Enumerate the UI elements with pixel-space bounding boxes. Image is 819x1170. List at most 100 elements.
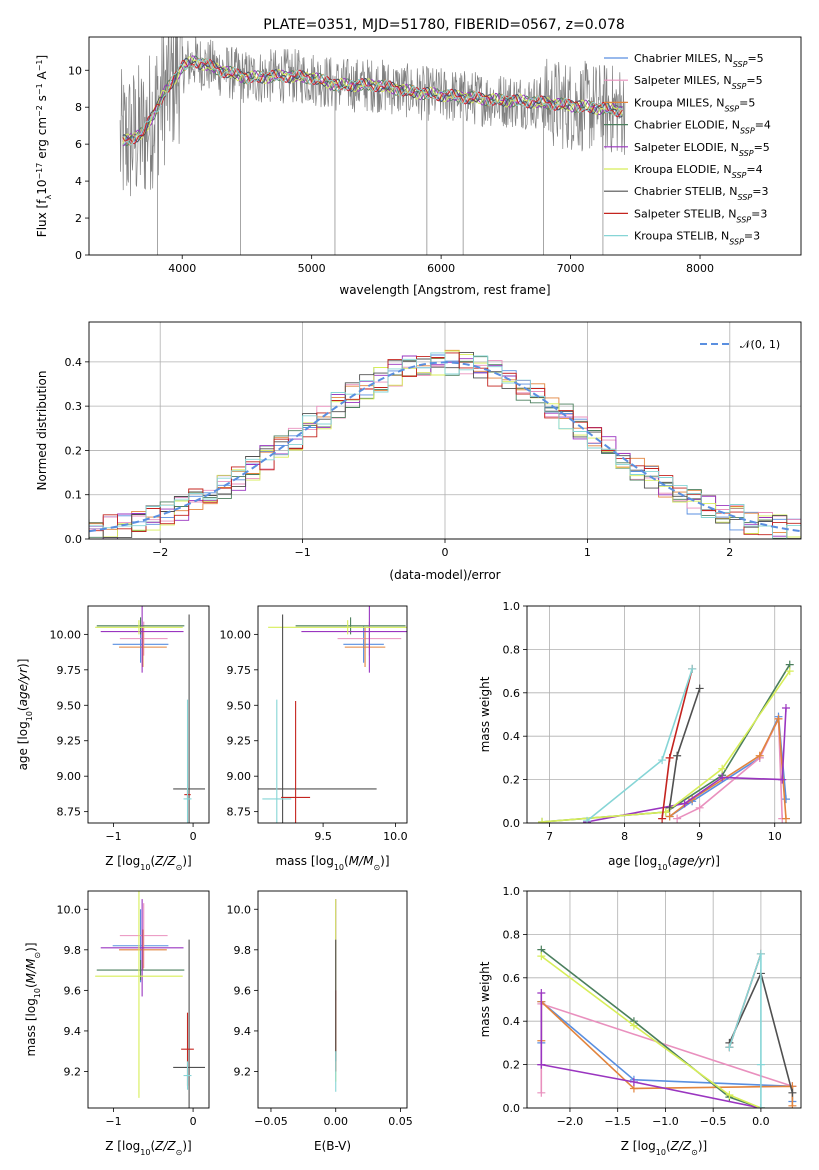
y-tick-label: 6 (75, 138, 82, 151)
weight-point-marker (756, 949, 765, 958)
y-tick-label: 10.00 (220, 628, 252, 641)
y-tick-label: 0.4 (503, 730, 521, 743)
weight-point-marker (680, 799, 689, 808)
weight-point-marker (538, 817, 547, 823)
axes-frame (88, 36, 802, 256)
spectrum-title: PLATE=0351, MJD=51780, FIBERID=0567, z=0… (263, 17, 625, 33)
y-tick-label: 0.2 (503, 1059, 521, 1072)
x-tick-label: −2.0 (557, 1115, 584, 1128)
x-tick-label: 5000 (298, 262, 326, 275)
legend-label: Kroupa STELIB, NSSP=3 (634, 230, 760, 247)
weight-point-marker (537, 988, 546, 997)
x-tick-label: −1.0 (652, 1115, 679, 1128)
weight-point-marker (695, 803, 704, 812)
axes-frame (88, 321, 802, 540)
y-tick-label: 8 (75, 101, 82, 114)
x-tick-label: 8 (621, 830, 628, 843)
y-tick-label: 0.6 (503, 687, 521, 700)
normal-curve-line (89, 361, 801, 533)
y-tick-label: 9.25 (57, 735, 82, 748)
z-weight-panel: −2.0 −1.5 −1.0 −0.5 0.0 0.0 0.2 0.4 0.6 0.8 1.0 Z [… (478, 885, 802, 1157)
axis-label: mass weight (478, 961, 492, 1037)
spectrum-panel: 4000 5000 6000 7000 8000 0 2 4 6 8 10 wavelength [A… (35, 36, 802, 297)
weight-point-marker (718, 773, 727, 782)
x-tick-label: 10 (768, 830, 782, 843)
x-tick-label: 9 (696, 830, 703, 843)
y-tick-label: 9.75 (57, 664, 82, 677)
weight-point-marker (665, 753, 674, 762)
x-tick-label: 0.00 (323, 1115, 348, 1128)
x-tick-label: 9.5 (314, 830, 332, 843)
x-tick-label: −1 (105, 1115, 121, 1128)
weight-series-line (540, 948, 762, 1108)
weight-point-marker (537, 952, 546, 961)
x-tick-label: 6000 (427, 262, 455, 275)
plot-area (95, 891, 206, 1108)
weight-point-marker (629, 1077, 638, 1086)
y-tick-label: 0.1 (65, 489, 83, 502)
axis-label: wavelength [Angstrom, rest frame] (339, 283, 550, 297)
y-tick-label: 0.2 (65, 444, 83, 457)
y-tick-label: 9.50 (57, 699, 82, 712)
y-tick-label: 9.6 (234, 984, 252, 997)
weight-point-marker (755, 751, 764, 760)
legend-label: Kroupa MILES, NSSP=5 (634, 96, 755, 113)
weight-point-marker (665, 812, 674, 821)
y-tick-label: 4 (75, 175, 82, 188)
legend-label: Chabrier STELIB, NSSP=3 (634, 185, 768, 202)
axis-label: Z [log10(Z/Z⊙)] (105, 854, 191, 872)
axis-label: Normed distribution (35, 371, 49, 491)
spectrum-model-line (122, 55, 623, 147)
axis-label: mass weight (478, 676, 492, 752)
weight-point-marker (725, 1043, 734, 1052)
weight-series-line (540, 955, 762, 1108)
x-tick-label: 0.0 (752, 1115, 770, 1128)
weight-series-line (728, 953, 762, 1108)
x-tick-label: 2 (726, 546, 733, 559)
plot-area (89, 349, 801, 539)
x-tick-label: 7000 (557, 262, 585, 275)
ebv-panel: −0.05 0.00 0.05 9.2 9.4 9.6 9.8 10.0 E(B-V) (227, 890, 413, 1153)
y-tick-label: 0.0 (503, 817, 521, 830)
weight-point-marker (774, 714, 783, 723)
weight-point-marker (629, 1021, 638, 1030)
x-tick-label: 0.05 (388, 1115, 413, 1128)
x-tick-label: 4000 (168, 262, 196, 275)
legend-label: Salpeter MILES, NSSP=5 (634, 74, 763, 91)
legend-label: Chabrier MILES, NSSP=5 (634, 52, 764, 69)
weight-point-marker (658, 756, 667, 765)
x-tick-label: −1.5 (604, 1115, 631, 1128)
legend-label: Chabrier ELODIE, NSSP=4 (634, 119, 771, 136)
plot-area (258, 606, 407, 823)
spectrum-model-line (122, 56, 623, 144)
y-tick-label: 0.3 (65, 400, 83, 413)
z-age-panel: −1 0 8.75 9.00 9.25 9.50 9.75 10.00 Z [log10(Z/Z… (16, 605, 210, 872)
y-tick-label: 1.0 (503, 600, 521, 613)
weight-point-marker (583, 816, 592, 823)
y-tick-label: 0.6 (503, 972, 521, 985)
weight-point-marker (756, 1104, 765, 1108)
spectrum-model-line (122, 58, 623, 146)
axis-label: Z [log10(Z/Z⊙)] (105, 1139, 191, 1157)
y-tick-label: 9.4 (234, 1025, 252, 1038)
weight-point-marker (781, 795, 790, 804)
residual-panel: −2 −1 0 1 2 0.0 0.1 0.2 0.3 0.4 (data-model)/error… (35, 321, 802, 582)
plot-area (95, 606, 206, 823)
plot-area (119, 37, 626, 255)
weight-point-marker (781, 703, 790, 712)
weight-point-marker (725, 1090, 734, 1099)
x-tick-label: 7 (546, 830, 553, 843)
x-tick-label: −0.05 (254, 1115, 288, 1128)
y-tick-label: 0 (75, 249, 82, 262)
weight-series-line (541, 670, 791, 823)
axes-frame (526, 890, 802, 1109)
weight-point-marker (718, 764, 727, 773)
y-tick-label: 0.4 (65, 356, 83, 369)
weight-point-marker (785, 667, 794, 676)
y-tick-label: 10.00 (50, 628, 82, 641)
axes-frame (257, 890, 408, 1109)
weight-point-marker (688, 664, 697, 673)
y-tick-label: 0.0 (65, 533, 83, 546)
x-tick-label: 8000 (686, 262, 714, 275)
